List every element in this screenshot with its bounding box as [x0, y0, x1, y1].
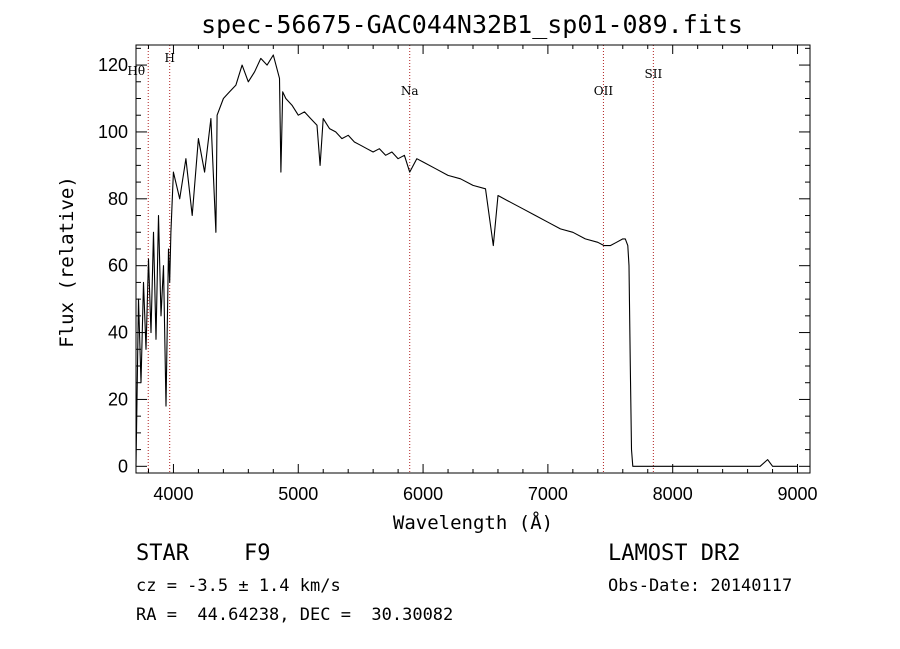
y-axis: 0 20 40 60 80 100 120	[98, 47, 810, 476]
object-class: STAR	[136, 541, 190, 566]
plot-frame	[135, 44, 811, 474]
x-tick-label: 7000	[528, 484, 568, 504]
x-axis-label: Wavelength (Å)	[393, 511, 553, 534]
spectral-line-label: Na	[401, 84, 419, 98]
spectral-line-label: SII	[645, 67, 663, 81]
x-tick-label: 4000	[153, 484, 193, 504]
y-tick-label: 0	[118, 456, 128, 476]
survey-name: LAMOST DR2	[608, 541, 740, 566]
spectral-line-label: H	[164, 51, 174, 65]
y-axis-label: Flux (relative)	[56, 176, 78, 348]
coordinates-readout: RA = 44.64238, DEC = 30.30082	[136, 605, 453, 625]
y-tick-label: 20	[108, 389, 128, 409]
redshift-readout: cz = -3.5 ± 1.4 km/s	[136, 576, 341, 596]
x-tick-label: 8000	[653, 484, 693, 504]
y-tick-label: 40	[108, 323, 128, 343]
x-axis: 4000 5000 6000 7000 8000 9000	[147, 45, 818, 504]
y-tick-label: 120	[98, 55, 128, 75]
spectrum-line	[135, 54, 798, 467]
y-tick-label: 80	[108, 189, 128, 209]
observation-date: Obs-Date: 20140117	[608, 576, 792, 596]
x-tick-label: 9000	[777, 484, 817, 504]
y-tick-label: 60	[108, 256, 128, 276]
spectral-line-label: OII	[594, 84, 614, 98]
object-subclass: F9	[244, 541, 271, 566]
y-tick-label: 100	[98, 122, 128, 142]
x-tick-label: 6000	[403, 484, 443, 504]
spectrum-series	[135, 54, 798, 467]
x-tick-label: 5000	[278, 484, 318, 504]
chart-title: spec-56675-GAC044N32B1_sp01-089.fits	[201, 10, 743, 39]
